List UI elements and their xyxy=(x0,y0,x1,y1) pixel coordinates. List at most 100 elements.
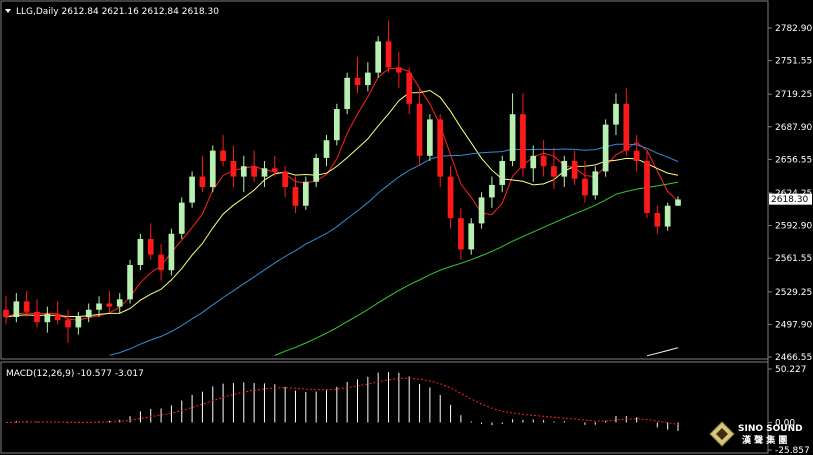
macd-panel-frame xyxy=(0,361,769,454)
candle-body xyxy=(375,41,382,73)
candle-body xyxy=(302,181,309,206)
macd-histogram xyxy=(15,372,679,431)
candle-body xyxy=(106,303,113,307)
candle xyxy=(344,72,351,115)
candle-body xyxy=(427,119,433,156)
candle-body xyxy=(34,311,40,323)
price-tick-label: 2687.90 xyxy=(775,123,812,133)
price-tick-label: 2782.90 xyxy=(775,24,812,34)
macd-tick-label: 0.00 xyxy=(775,418,795,428)
candle-body xyxy=(468,223,475,250)
candle-body xyxy=(333,109,340,141)
candle-body xyxy=(675,199,681,206)
ma-line-longest xyxy=(646,347,679,357)
candle-body xyxy=(230,161,237,177)
candle-body xyxy=(582,178,588,196)
candle-body xyxy=(44,313,51,323)
candle-body xyxy=(344,77,351,110)
current-price-tag: 2618.30 xyxy=(769,193,812,205)
candle-body xyxy=(23,301,30,312)
candle-body xyxy=(396,67,402,73)
candle-body xyxy=(354,77,361,86)
candle xyxy=(282,166,288,198)
candle-body xyxy=(416,103,423,156)
candle xyxy=(365,62,371,92)
candle xyxy=(654,205,661,234)
candle xyxy=(437,114,444,188)
candle xyxy=(147,223,154,260)
candle-body xyxy=(292,187,299,206)
candle xyxy=(199,155,206,193)
candle-body xyxy=(509,114,516,162)
sino-sound-logo: SINO SOUND 漢 聲 集 團 xyxy=(709,421,803,447)
candle-body xyxy=(261,168,268,177)
candle xyxy=(664,202,671,231)
candle-body xyxy=(127,265,133,300)
candle-body xyxy=(654,213,661,227)
candle-body xyxy=(489,184,495,198)
candle-body xyxy=(623,103,630,151)
candle xyxy=(178,197,185,240)
candle-body xyxy=(365,72,371,86)
candle-body xyxy=(406,72,413,104)
candle xyxy=(333,103,340,146)
candle xyxy=(323,135,330,167)
candle-body xyxy=(3,309,9,318)
candle xyxy=(458,207,464,260)
macd-axis-ticks: 50.227 0.00 -25.857 xyxy=(768,365,810,455)
macd-signal-line xyxy=(5,377,679,425)
candle-body xyxy=(271,168,278,172)
candle xyxy=(396,51,402,89)
candle xyxy=(623,88,630,156)
candle xyxy=(240,155,247,193)
candle xyxy=(34,299,40,328)
candle xyxy=(602,119,609,177)
candle-body xyxy=(437,119,444,177)
candle xyxy=(54,301,61,325)
candle xyxy=(230,145,237,188)
dropdown-triangle-icon[interactable] xyxy=(5,9,11,13)
candle xyxy=(633,135,640,172)
macd-tick-label: -25.857 xyxy=(775,446,810,455)
candle xyxy=(209,145,216,193)
candle xyxy=(106,291,113,312)
candle-body xyxy=(168,233,175,271)
candle xyxy=(158,244,164,281)
candle-body xyxy=(209,150,216,188)
macd-signal-path xyxy=(5,377,679,425)
candle xyxy=(592,166,599,200)
candle xyxy=(251,150,257,182)
candle xyxy=(489,176,495,208)
price-tick-label: 2529.25 xyxy=(775,288,812,298)
current-price-label: 2618.30 xyxy=(771,195,808,205)
symbol-header: LLG,Daily 2612.84 2621.16 2612.84 2618.3… xyxy=(16,7,219,17)
candle-body xyxy=(499,161,506,185)
price-tick-label: 2466.55 xyxy=(775,353,812,363)
candle xyxy=(302,176,309,210)
candle-body xyxy=(147,239,154,255)
candle xyxy=(189,171,195,208)
candle xyxy=(127,259,133,304)
candle xyxy=(13,293,20,323)
candle-body xyxy=(613,103,619,125)
candle xyxy=(116,293,123,314)
candle xyxy=(261,161,268,188)
candle-body xyxy=(282,171,288,188)
candle-body xyxy=(571,161,578,179)
candle-body xyxy=(65,320,71,328)
candle-body xyxy=(220,150,226,162)
candle xyxy=(447,166,454,229)
candle-body xyxy=(551,166,557,177)
candle-body xyxy=(520,114,526,169)
candle xyxy=(416,88,423,167)
candle-body xyxy=(189,176,195,203)
candle xyxy=(613,93,619,136)
candle-body xyxy=(540,155,547,167)
candle-body xyxy=(592,171,599,196)
ma-line-long xyxy=(274,181,679,356)
candle xyxy=(582,161,588,203)
candle xyxy=(96,296,102,318)
candle xyxy=(675,196,681,206)
candle-body xyxy=(116,299,123,307)
